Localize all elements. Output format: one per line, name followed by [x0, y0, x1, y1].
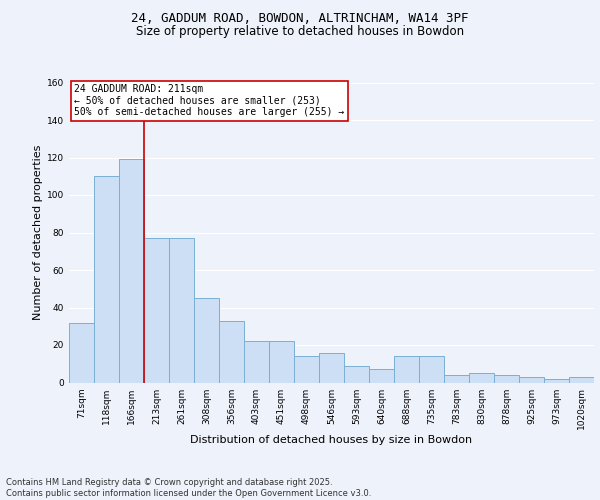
Bar — [394, 356, 419, 382]
Bar — [494, 375, 519, 382]
Bar — [144, 238, 169, 382]
Bar — [469, 373, 494, 382]
Bar — [344, 366, 369, 382]
Bar — [544, 379, 569, 382]
Text: Size of property relative to detached houses in Bowdon: Size of property relative to detached ho… — [136, 25, 464, 38]
Text: 24, GADDUM ROAD, BOWDON, ALTRINCHAM, WA14 3PF: 24, GADDUM ROAD, BOWDON, ALTRINCHAM, WA1… — [131, 12, 469, 26]
Text: 24 GADDUM ROAD: 211sqm
← 50% of detached houses are smaller (253)
50% of semi-de: 24 GADDUM ROAD: 211sqm ← 50% of detached… — [74, 84, 344, 117]
Bar — [119, 160, 144, 382]
Bar — [369, 370, 394, 382]
Text: Contains HM Land Registry data © Crown copyright and database right 2025.
Contai: Contains HM Land Registry data © Crown c… — [6, 478, 371, 498]
Bar — [444, 375, 469, 382]
Bar — [94, 176, 119, 382]
Bar — [244, 341, 269, 382]
Bar — [194, 298, 219, 382]
Bar — [569, 377, 594, 382]
X-axis label: Distribution of detached houses by size in Bowdon: Distribution of detached houses by size … — [190, 435, 473, 445]
Y-axis label: Number of detached properties: Number of detached properties — [33, 145, 43, 320]
Bar — [169, 238, 194, 382]
Bar — [519, 377, 544, 382]
Bar — [269, 341, 294, 382]
Bar — [419, 356, 444, 382]
Bar — [319, 352, 344, 382]
Bar — [69, 322, 94, 382]
Bar — [294, 356, 319, 382]
Bar — [219, 320, 244, 382]
